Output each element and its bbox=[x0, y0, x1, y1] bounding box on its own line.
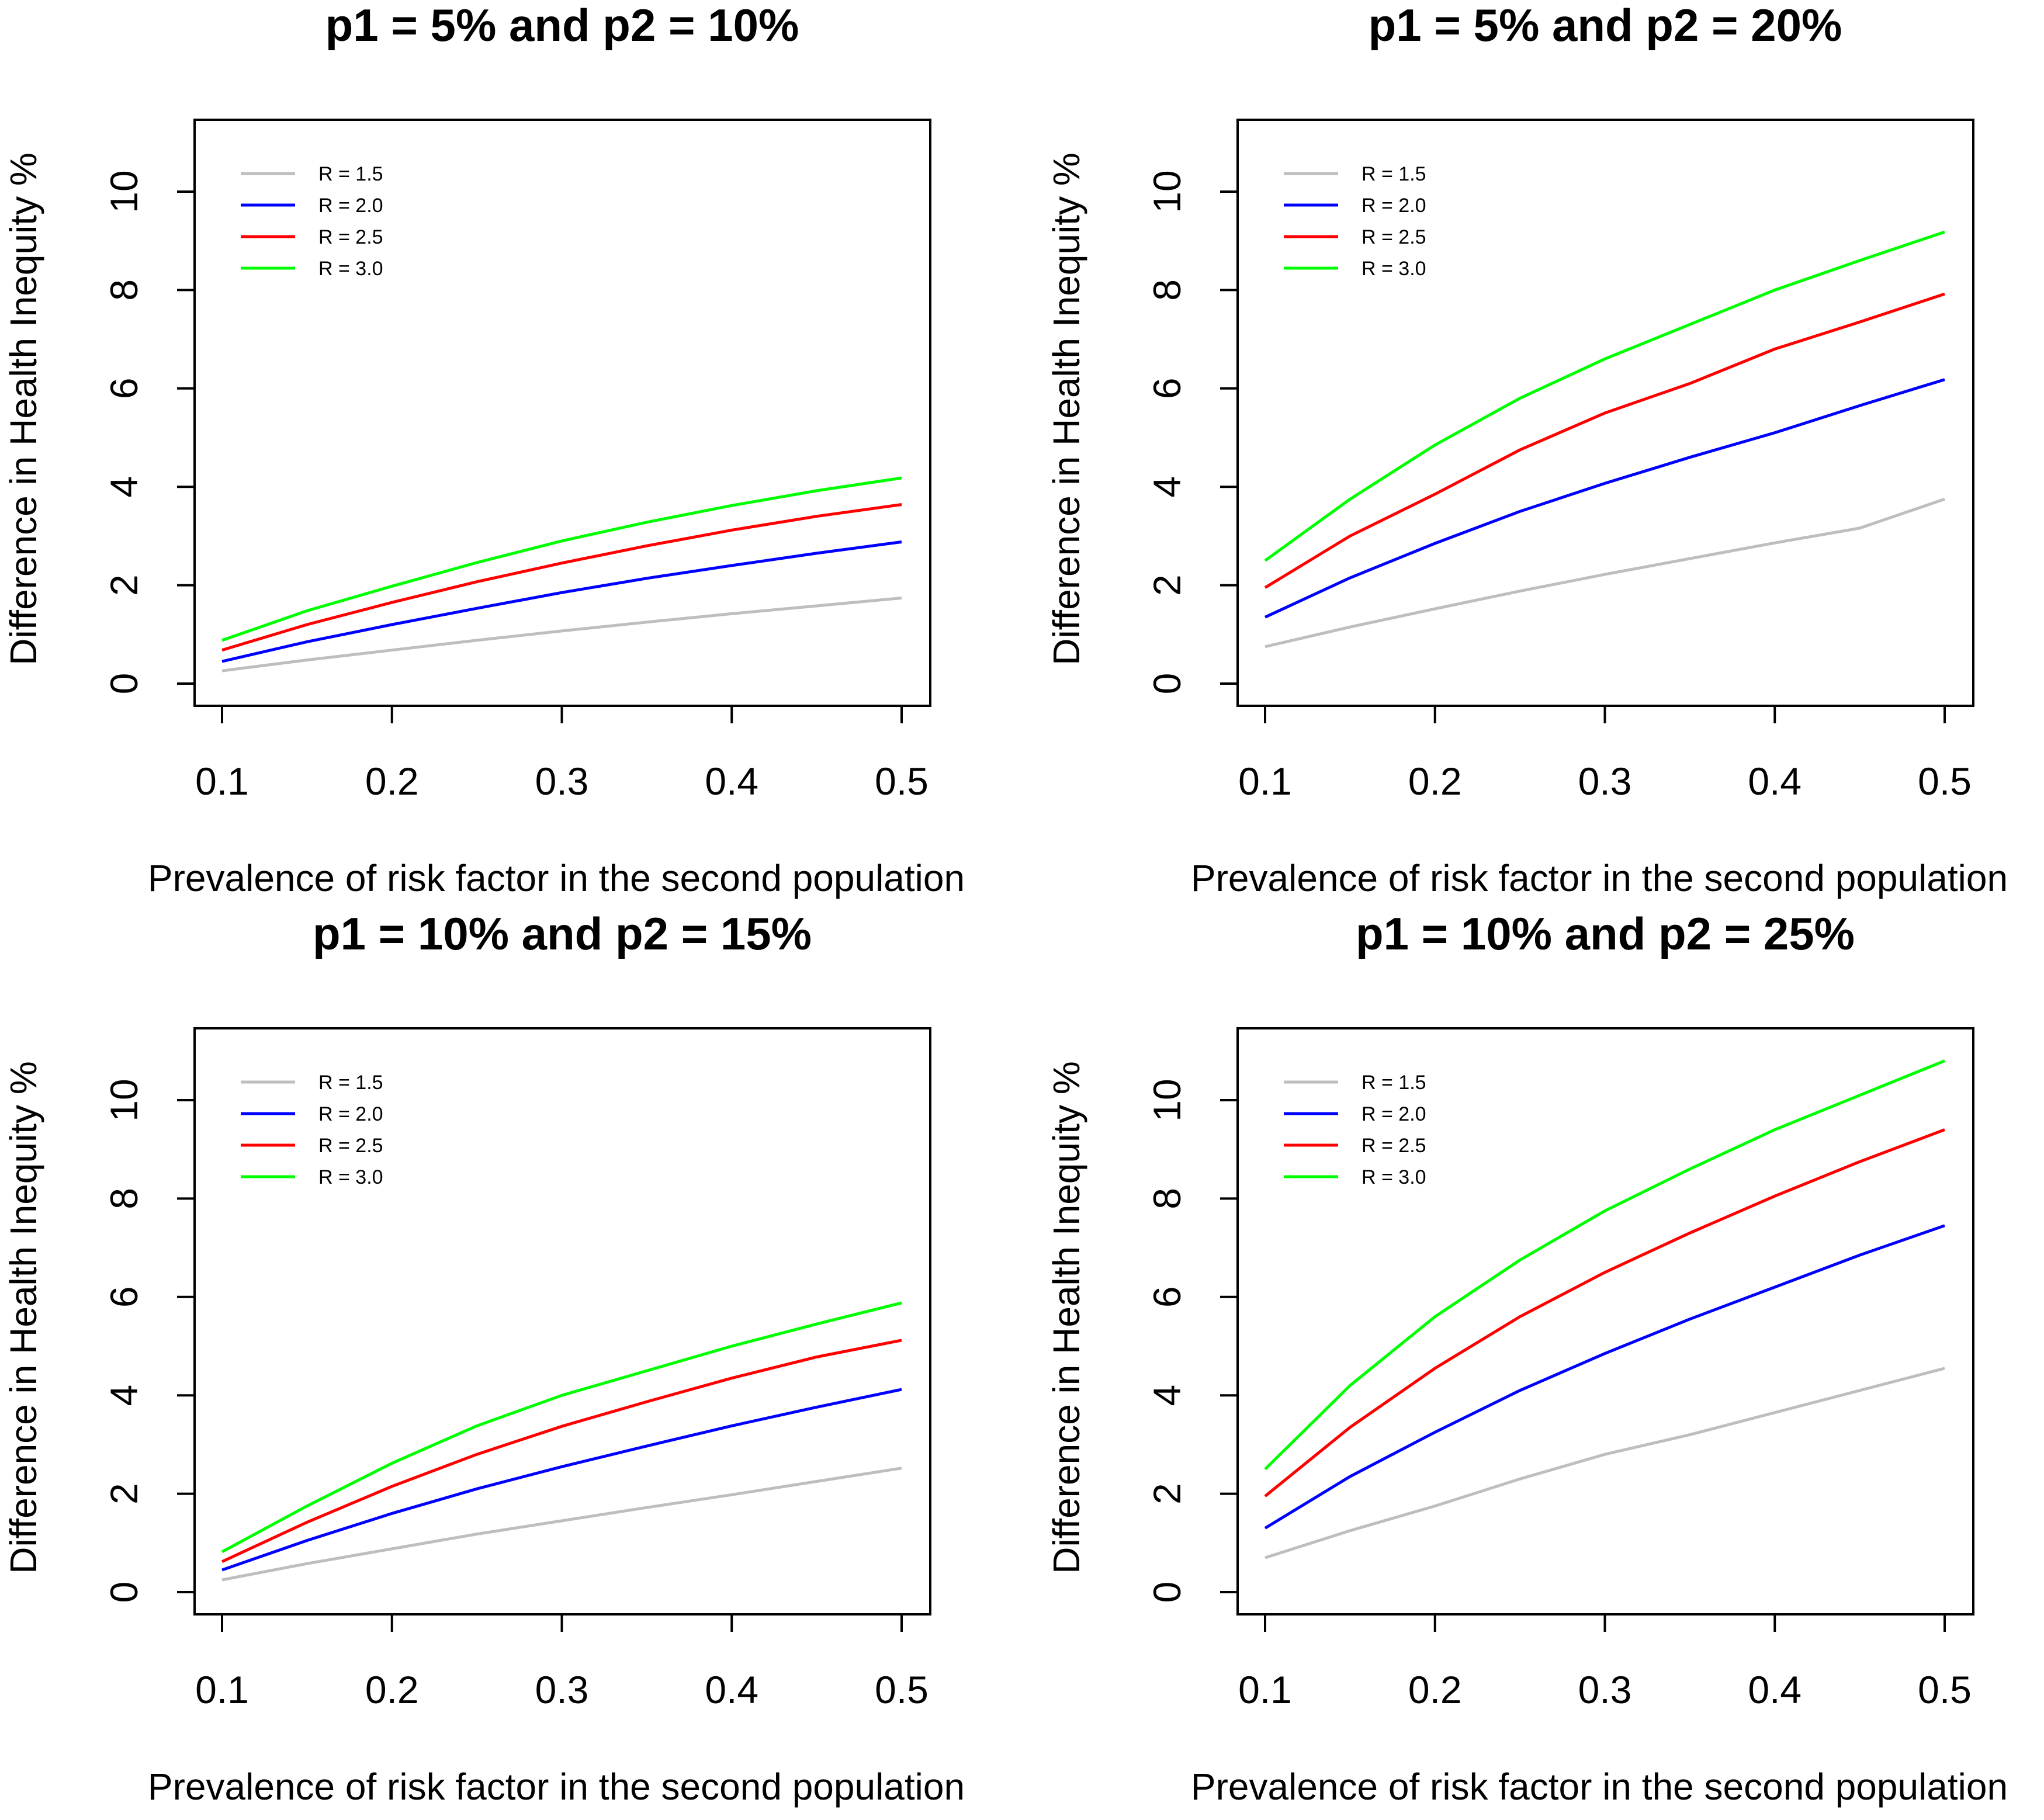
y-tick-label: 0 bbox=[1145, 673, 1189, 695]
y-tick-label: 6 bbox=[1145, 377, 1189, 399]
x-tick-label: 0.3 bbox=[1578, 1668, 1632, 1711]
y-tick-label: 8 bbox=[1145, 279, 1189, 301]
x-tick-label: 0.2 bbox=[365, 1668, 419, 1711]
legend-entry: R = 2.5 bbox=[1361, 1135, 1426, 1157]
legend-entry: R = 1.5 bbox=[318, 1072, 383, 1094]
y-tick-label: 8 bbox=[1145, 1188, 1189, 1209]
y-tick-label: 2 bbox=[1145, 574, 1189, 596]
x-tick-label: 0.3 bbox=[535, 760, 589, 803]
y-tick-label: 8 bbox=[102, 279, 145, 301]
y-tick-label: 0 bbox=[102, 1582, 145, 1603]
y-tick-label: 8 bbox=[102, 1188, 145, 1209]
legend-entry: R = 1.5 bbox=[1361, 1072, 1426, 1094]
legend-entry: R = 3.0 bbox=[1361, 1166, 1426, 1188]
chart-title: p1 = 10% and p2 = 25% bbox=[1356, 908, 1855, 959]
y-tick-label: 10 bbox=[102, 170, 145, 213]
legend-entry: R = 3.0 bbox=[318, 1166, 383, 1188]
x-tick-label: 0.1 bbox=[1238, 1668, 1292, 1711]
y-tick-label: 6 bbox=[102, 1286, 145, 1308]
y-tick-label: 6 bbox=[102, 377, 145, 399]
x-tick-label: 0.1 bbox=[195, 760, 249, 803]
legend-entry: R = 1.5 bbox=[318, 163, 383, 185]
y-tick-label: 4 bbox=[1145, 1385, 1189, 1406]
legend-entry: R = 3.0 bbox=[1361, 258, 1426, 280]
x-tick-label: 0.4 bbox=[1748, 760, 1802, 803]
legend-entry: R = 2.5 bbox=[318, 1135, 383, 1157]
series-line-r-1-5 bbox=[221, 1467, 902, 1582]
x-tick-label: 0.1 bbox=[195, 1668, 249, 1711]
legend: R = 1.5 R = 2.0 R = 2.5 R = 3.0 bbox=[1284, 163, 1426, 280]
y-axis-label: Difference in Health Inequity % bbox=[2, 152, 44, 665]
y-axis-label: Difference in Health Inequity % bbox=[1045, 152, 1087, 665]
series-line-r-1-5 bbox=[1264, 497, 1945, 649]
x-tick-label: 0.4 bbox=[705, 760, 758, 803]
y-tick-label: 2 bbox=[102, 1483, 145, 1504]
series-line-r-2-0 bbox=[221, 540, 902, 663]
x-axis-label: Prevalence of risk factor in the second … bbox=[148, 857, 965, 899]
x-tick-label: 0.5 bbox=[1918, 760, 1972, 803]
series-line-r-2-5 bbox=[221, 503, 902, 652]
chart-panel-1: p1 = 5% and p2 = 10% 0.1 0.2 0.3 0.4 0.5 0 2 4 6 8… bbox=[2, 0, 965, 899]
x-tick-label: 0.2 bbox=[1408, 760, 1462, 803]
legend-entry: R = 2.0 bbox=[318, 1103, 383, 1125]
chart-title: p1 = 5% and p2 = 20% bbox=[1369, 0, 1842, 51]
legend-entry: R = 2.0 bbox=[1361, 195, 1426, 217]
x-axis-label: Prevalence of risk factor in the second … bbox=[1191, 857, 2008, 899]
y-tick-label: 4 bbox=[102, 1385, 145, 1406]
y-tick-label: 10 bbox=[1145, 1079, 1189, 1121]
series-line-r-3-0 bbox=[1264, 230, 1945, 562]
legend: R = 1.5 R = 2.0 R = 2.5 R = 3.0 bbox=[241, 163, 383, 280]
x-tick-label: 0.2 bbox=[365, 760, 419, 803]
series-line-r-2-0 bbox=[1264, 378, 1945, 619]
chart-panel-3: p1 = 10% and p2 = 15% 0.1 0.2 0.3 0.4 0.5 0 2 4 6… bbox=[2, 908, 965, 1808]
x-tick-label: 0.1 bbox=[1238, 760, 1292, 803]
legend-entry: R = 2.5 bbox=[318, 226, 383, 248]
series-line-r-2-5 bbox=[1264, 292, 1945, 589]
series-line-r-3-0 bbox=[221, 476, 902, 642]
legend-entry: R = 1.5 bbox=[1361, 163, 1426, 185]
series-line-r-2-0 bbox=[221, 1388, 902, 1572]
legend-entry: R = 3.0 bbox=[318, 258, 383, 280]
legend-entry: R = 2.0 bbox=[1361, 1103, 1426, 1125]
x-tick-label: 0.4 bbox=[1748, 1668, 1802, 1711]
y-tick-label: 4 bbox=[102, 476, 145, 498]
y-tick-label: 6 bbox=[1145, 1286, 1189, 1308]
legend-entry: R = 2.0 bbox=[318, 195, 383, 217]
series-line-r-2-5 bbox=[221, 1339, 902, 1564]
x-tick-label: 0.5 bbox=[1918, 1668, 1972, 1711]
series-line-r-3-0 bbox=[221, 1301, 902, 1554]
chart-panel-4: p1 = 10% and p2 = 25% 0.1 0.2 0.3 0.4 0.5 0 2 4 6… bbox=[1045, 908, 2008, 1808]
chart-title: p1 = 5% and p2 = 10% bbox=[325, 0, 799, 51]
y-tick-label: 0 bbox=[1145, 1582, 1189, 1603]
legend-entry: R = 2.5 bbox=[1361, 226, 1426, 248]
y-tick-label: 10 bbox=[102, 1079, 145, 1121]
series-line-r-1-5 bbox=[1264, 1367, 1945, 1559]
y-tick-label: 2 bbox=[1145, 1483, 1189, 1504]
x-axis-label: Prevalence of risk factor in the second … bbox=[1191, 1766, 2008, 1808]
chart-panel-2: p1 = 5% and p2 = 20% 0.1 0.2 0.3 0.4 0.5 0 2 4 6 8… bbox=[1045, 0, 2008, 899]
series-line-r-1-5 bbox=[221, 597, 902, 672]
series-line-r-3-0 bbox=[1264, 1059, 1945, 1471]
x-tick-label: 0.5 bbox=[875, 1668, 929, 1711]
x-tick-label: 0.3 bbox=[535, 1668, 589, 1711]
x-axis-label: Prevalence of risk factor in the second … bbox=[148, 1766, 965, 1808]
legend: R = 1.5 R = 2.0 R = 2.5 R = 3.0 bbox=[1284, 1072, 1426, 1188]
y-tick-label: 0 bbox=[102, 673, 145, 695]
chart-title: p1 = 10% and p2 = 15% bbox=[313, 908, 812, 959]
series-line-r-2-0 bbox=[1264, 1224, 1945, 1530]
x-tick-label: 0.3 bbox=[1578, 760, 1632, 803]
x-tick-label: 0.2 bbox=[1408, 1668, 1462, 1711]
y-tick-label: 10 bbox=[1145, 170, 1189, 213]
x-tick-label: 0.4 bbox=[705, 1668, 758, 1711]
y-tick-label: 4 bbox=[1145, 476, 1189, 498]
y-axis-label: Difference in Health Inequity % bbox=[1045, 1061, 1087, 1574]
series-line-r-2-5 bbox=[1264, 1128, 1945, 1497]
legend: R = 1.5 R = 2.0 R = 2.5 R = 3.0 bbox=[241, 1072, 383, 1188]
y-axis-label: Difference in Health Inequity % bbox=[2, 1061, 44, 1574]
x-tick-label: 0.5 bbox=[875, 760, 929, 803]
y-tick-label: 2 bbox=[102, 574, 145, 596]
